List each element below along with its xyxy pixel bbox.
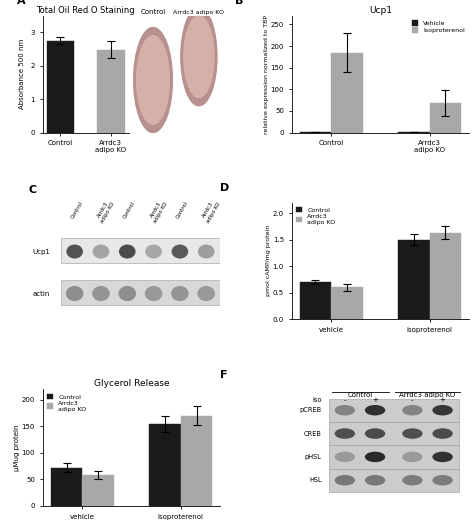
Title: Arrdc3 adipo KO: Arrdc3 adipo KO [173,11,224,15]
Text: -: - [344,397,346,403]
Title: Total Oil Red O Staining: Total Oil Red O Staining [36,6,135,15]
Bar [331,53,363,132]
Bar [149,424,181,506]
Text: D: D [220,183,230,193]
Ellipse shape [145,286,163,301]
Bar [97,50,125,132]
Ellipse shape [432,452,453,462]
Legend: Control, Arrdc3
adipo KO: Control, Arrdc3 adipo KO [295,206,337,226]
Ellipse shape [365,452,385,462]
Bar [329,445,458,469]
Circle shape [134,27,173,132]
Ellipse shape [92,286,110,301]
Text: Control: Control [70,200,84,219]
Ellipse shape [402,405,423,415]
Ellipse shape [335,405,355,415]
Y-axis label: relative expression normalized to TBP: relative expression normalized to TBP [264,15,269,134]
Text: -: - [411,397,414,403]
Bar [300,282,331,319]
Text: Arrdc3
adipo KO: Arrdc3 adipo KO [148,198,169,224]
Bar [331,287,363,319]
Circle shape [184,16,214,97]
Ellipse shape [365,405,385,415]
Ellipse shape [171,286,189,301]
Text: Control: Control [347,392,373,398]
Bar [329,422,458,445]
Ellipse shape [198,245,215,259]
Ellipse shape [335,428,355,439]
Legend: Control, Arrdc3
adipo KO: Control, Arrdc3 adipo KO [46,393,88,413]
Bar [51,468,82,506]
Text: Control: Control [175,200,189,219]
Circle shape [137,36,169,124]
Y-axis label: pmol cAMP/mg protein: pmol cAMP/mg protein [266,225,271,297]
Ellipse shape [335,452,355,462]
Bar [398,240,429,319]
Ellipse shape [92,245,109,259]
Text: C: C [28,185,36,195]
Ellipse shape [172,245,188,259]
Text: HSL: HSL [309,477,322,483]
Bar [61,279,219,305]
Text: +: + [372,397,378,403]
Ellipse shape [66,245,83,259]
Ellipse shape [197,286,215,301]
Ellipse shape [432,405,453,415]
Ellipse shape [119,245,136,259]
Ellipse shape [402,475,423,485]
Bar [429,103,461,132]
Text: pCREB: pCREB [300,407,322,413]
Text: actin: actin [32,290,50,297]
Y-axis label: μMug protein: μMug protein [14,424,20,471]
Y-axis label: Absorbance 500 nm: Absorbance 500 nm [19,39,25,109]
Circle shape [181,7,217,105]
Bar [181,416,212,506]
Text: Control: Control [122,200,137,219]
Text: B: B [235,0,243,6]
Text: iso: iso [312,397,322,403]
Text: Arrdc3
adipo KO: Arrdc3 adipo KO [201,198,221,224]
Title: Ucp1: Ucp1 [369,6,392,15]
Text: Arrdc3
adipo KO: Arrdc3 adipo KO [95,198,116,224]
Title: Glycerol Release: Glycerol Release [94,379,169,388]
Text: +: + [440,397,446,403]
Legend: Vehicle, Isoproterenol: Vehicle, Isoproterenol [410,19,466,35]
Text: Ucp1: Ucp1 [32,249,50,255]
Bar [46,41,74,132]
Text: F: F [220,369,228,379]
Ellipse shape [118,286,136,301]
Ellipse shape [365,475,385,485]
Ellipse shape [432,428,453,439]
Ellipse shape [66,286,83,301]
Bar [429,233,461,319]
Bar [329,469,458,492]
Text: CREB: CREB [304,431,322,436]
Ellipse shape [335,475,355,485]
Ellipse shape [402,452,423,462]
Title: Control: Control [140,9,165,15]
Bar [82,475,114,506]
Text: pHSL: pHSL [305,454,322,460]
Ellipse shape [432,475,453,485]
Bar [61,238,219,263]
Ellipse shape [402,428,423,439]
Text: A: A [17,0,26,6]
Text: Arrdc3 adipo KO: Arrdc3 adipo KO [400,392,456,398]
Bar [329,398,458,422]
Ellipse shape [145,245,162,259]
Ellipse shape [365,428,385,439]
